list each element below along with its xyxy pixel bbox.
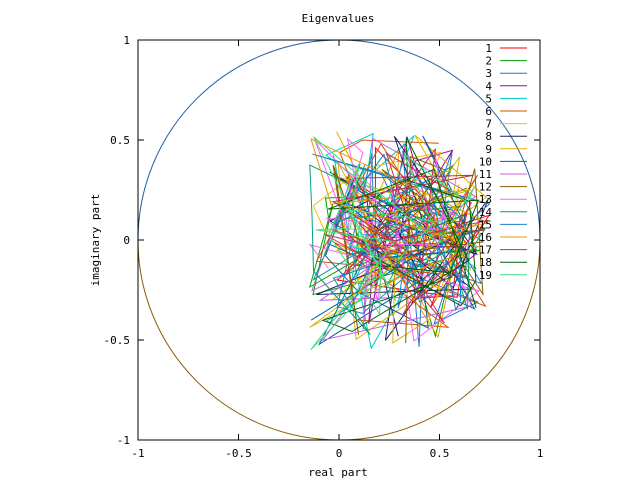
series-line-12 <box>332 155 485 344</box>
y-axis-label: imaginary part <box>89 194 102 287</box>
series-line-19 <box>310 136 475 350</box>
series-line-15 <box>312 152 491 314</box>
legend-label: 5 <box>485 92 492 105</box>
series-line-18 <box>321 137 480 333</box>
legend-label: 10 <box>479 155 492 168</box>
legend-label: 19 <box>479 269 492 282</box>
x-axis-label: real part <box>308 466 368 479</box>
legend-label: 1 <box>485 42 492 55</box>
y-tick-label: -1 <box>117 434 130 447</box>
legend-label: 4 <box>485 80 492 93</box>
legend-label: 12 <box>479 181 492 194</box>
legend-label: 16 <box>479 231 492 244</box>
legend-label: 9 <box>485 143 492 156</box>
legend-label: 15 <box>479 218 492 231</box>
axis-ticks: -1 -0.5 0 0.5 1 -1 -0.5 0 0.5 1 <box>104 34 544 460</box>
series-line-17 <box>324 148 488 324</box>
x-tick-label: 0.5 <box>430 447 450 460</box>
x-tick-label: -0.5 <box>225 447 252 460</box>
legend-label: 6 <box>485 105 492 118</box>
legend-label: 18 <box>479 256 492 269</box>
y-tick-label: 1 <box>123 34 130 47</box>
legend-label: 17 <box>479 244 492 257</box>
plot-area <box>138 40 540 440</box>
y-tick-label: 0 <box>123 234 130 247</box>
legend-label: 7 <box>485 118 492 131</box>
x-tick-label: -1 <box>131 447 144 460</box>
y-tick-label: 0.5 <box>110 134 130 147</box>
unit-circle-upper <box>138 40 540 241</box>
legend-label: 3 <box>485 67 492 80</box>
legend-label: 11 <box>479 168 492 181</box>
x-tick-label: 0 <box>336 447 343 460</box>
y-tick-label: -0.5 <box>104 334 131 347</box>
legend-label: 14 <box>479 206 493 219</box>
series-line-4 <box>363 136 476 325</box>
series-line-8 <box>316 136 489 341</box>
legend-label: 8 <box>485 130 492 143</box>
legend-label: 2 <box>485 55 492 68</box>
legend-label: 13 <box>479 193 492 206</box>
chart-title: Eigenvalues <box>302 12 375 25</box>
unit-circle-lower <box>138 239 540 440</box>
x-tick-label: 1 <box>537 447 544 460</box>
